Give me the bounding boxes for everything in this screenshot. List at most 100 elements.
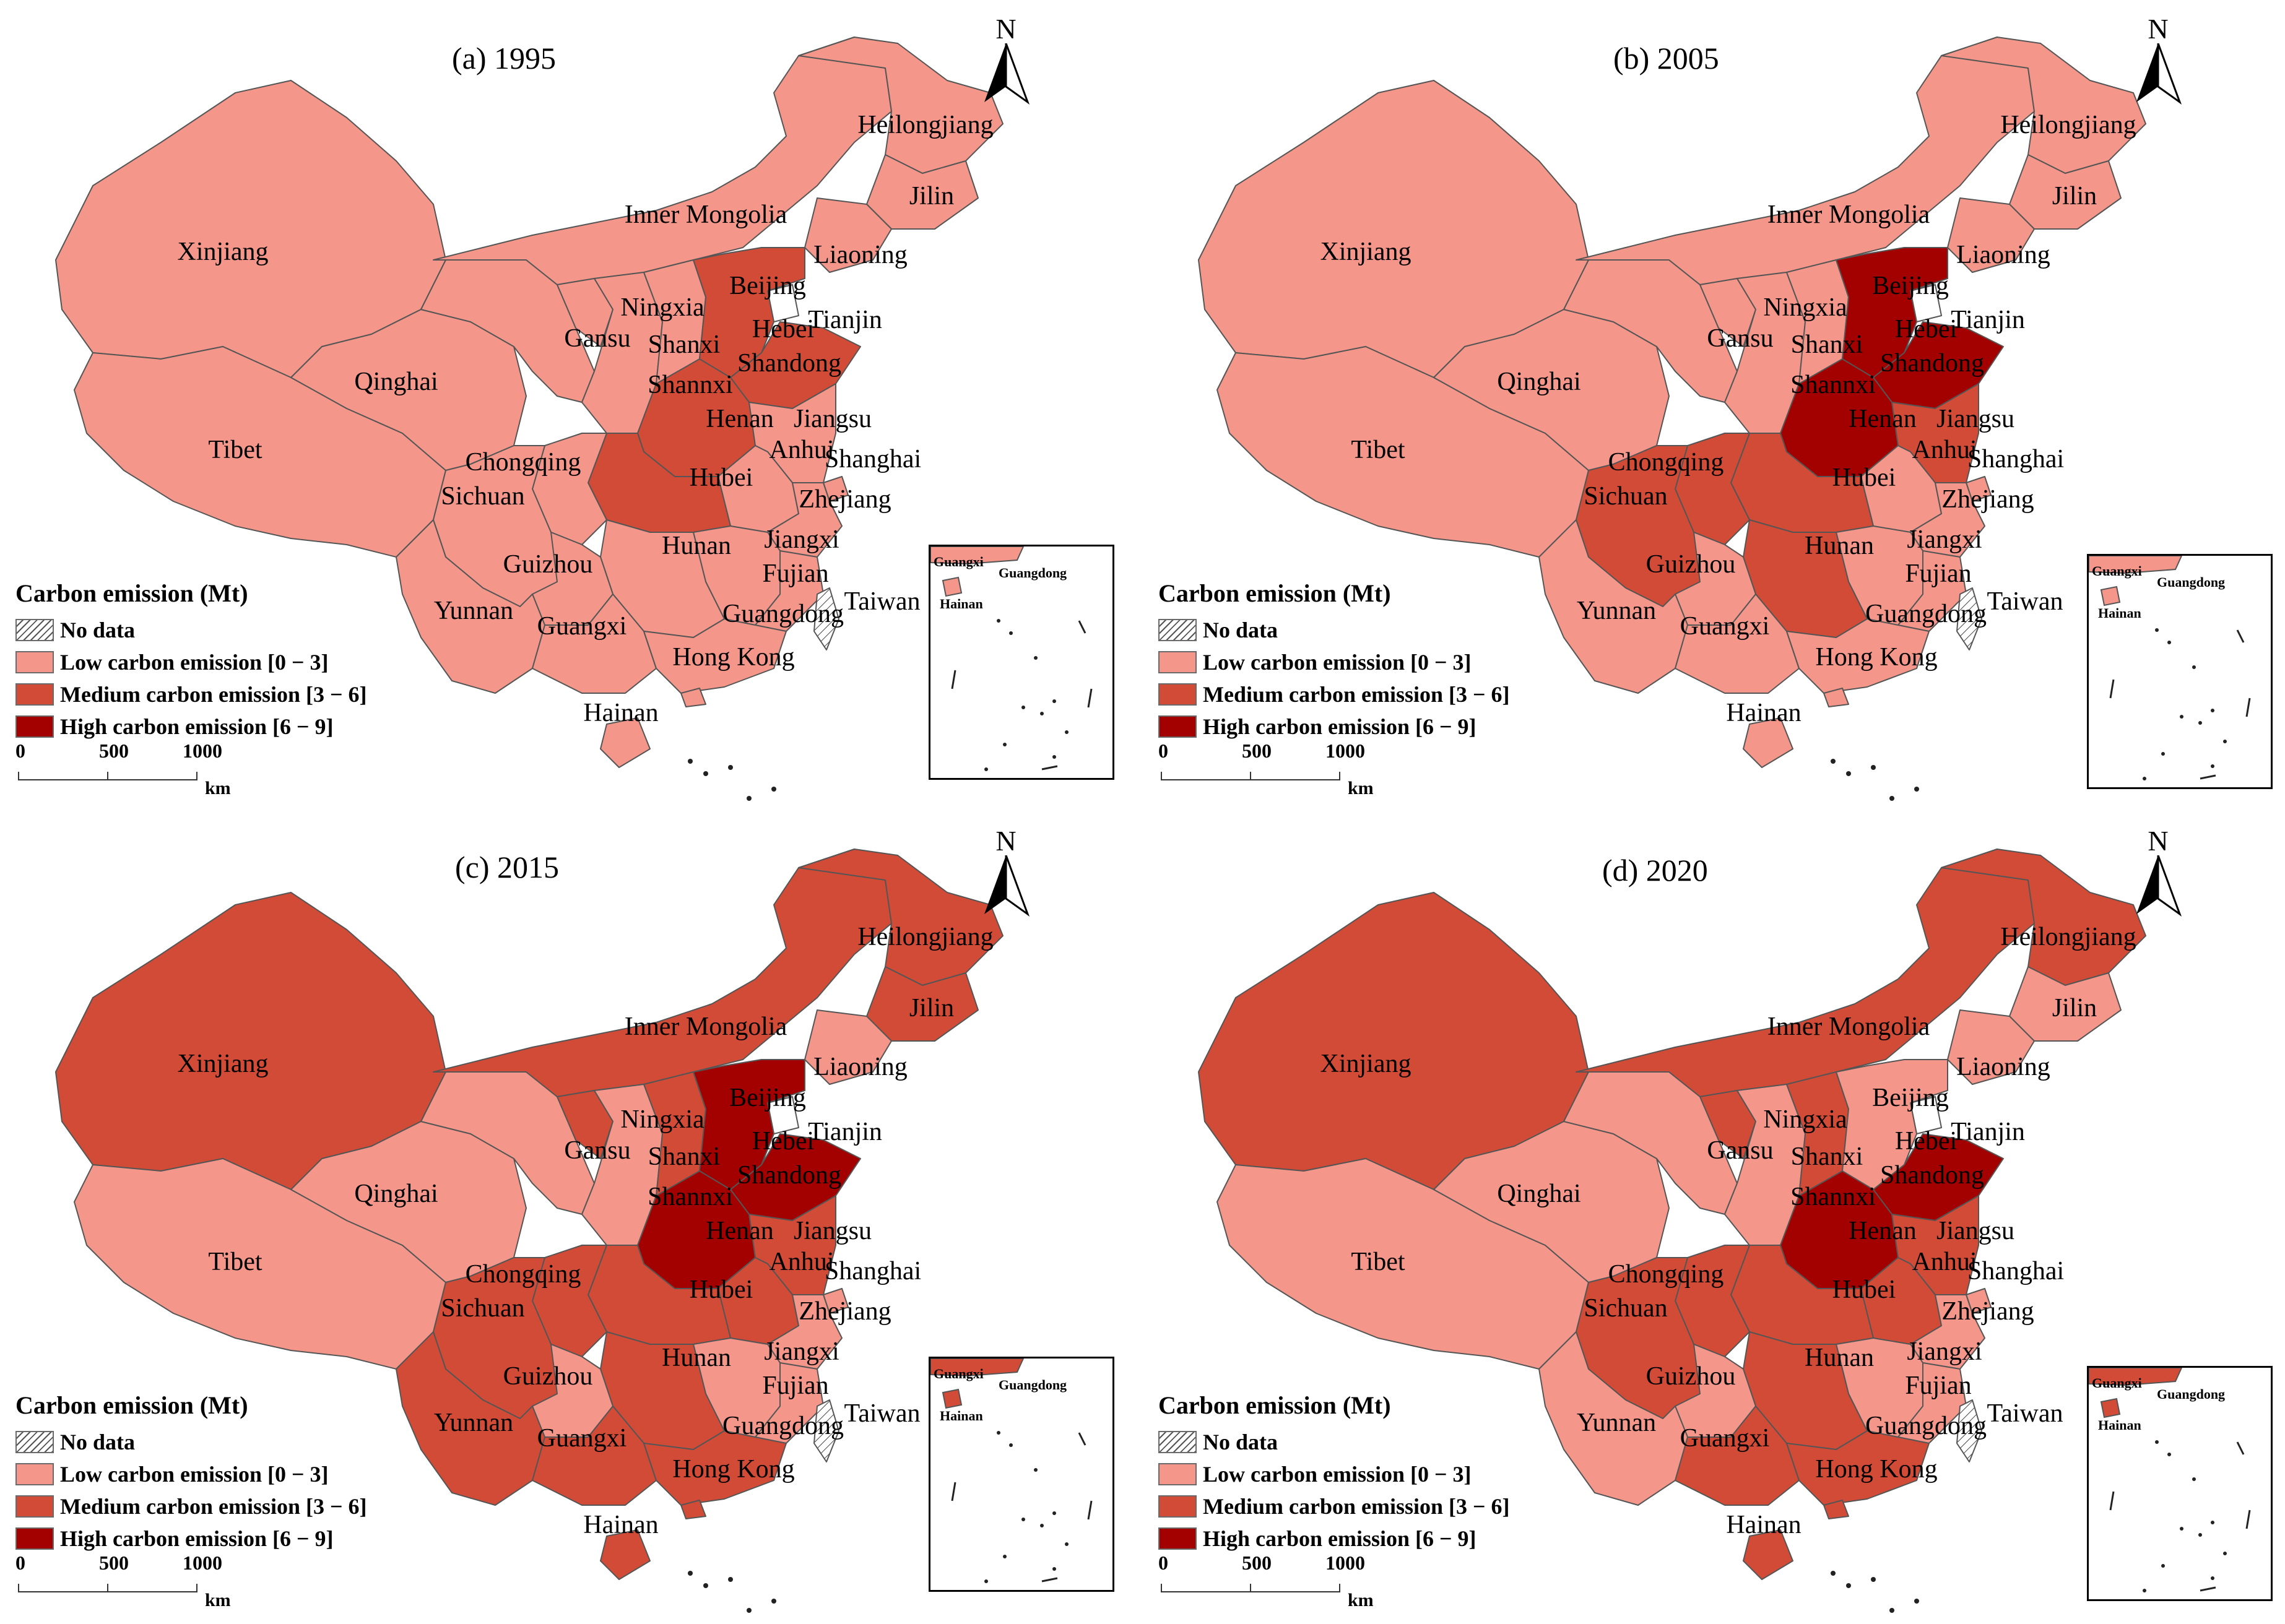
legend-swatch bbox=[1158, 619, 1197, 641]
label-qinghai: Qinghai bbox=[1497, 1180, 1580, 1208]
label-shannxi: Shannxi bbox=[1790, 1183, 1876, 1211]
inset-island bbox=[2192, 1477, 2196, 1481]
label-anhui: Anhui bbox=[1912, 1248, 1977, 1276]
inset-coast bbox=[2089, 556, 2183, 574]
label-shandong: Shandong bbox=[737, 349, 841, 378]
label-sichuan: Sichuan bbox=[441, 1294, 524, 1323]
province-hong-kong bbox=[1823, 688, 1849, 707]
label-zhejiang: Zhejiang bbox=[1941, 1297, 2034, 1326]
label-hunan: Hunan bbox=[1805, 1344, 1874, 1372]
label-inner-mongolia: Inner Mongolia bbox=[1767, 1013, 1930, 1041]
province-guangdong bbox=[643, 618, 787, 694]
inset-island bbox=[2211, 709, 2214, 712]
label-hainan: Hainan bbox=[583, 1511, 658, 1539]
map-panel-1: Heilongjiang Jilin Inner Mongolia Liaoning X… bbox=[0, 0, 1142, 812]
inset-boundary-dash bbox=[951, 1482, 956, 1501]
scale-tick-label: 500 bbox=[99, 1552, 129, 1574]
inset-label-guangdong: Guangdong bbox=[999, 1377, 1067, 1393]
legend-label: No data bbox=[60, 618, 136, 642]
scale-tick-label: 500 bbox=[1242, 740, 1272, 762]
label-hubei: Hubei bbox=[690, 1276, 753, 1304]
label-inner-mongolia: Inner Mongolia bbox=[625, 201, 787, 229]
inset-island bbox=[1065, 730, 1069, 734]
inset-island bbox=[1034, 1468, 1038, 1472]
label-yunnan: Yunnan bbox=[434, 597, 513, 625]
legend-item-low: Low carbon emission [0 − 3] bbox=[15, 646, 367, 678]
label-fujian: Fujian bbox=[1905, 559, 1971, 588]
label-henan: Henan bbox=[706, 405, 774, 433]
label-hebei: Hebei bbox=[752, 1127, 814, 1155]
label-jilin: Jilin bbox=[2052, 994, 2097, 1022]
legend-swatch bbox=[15, 651, 54, 673]
label-henan: Henan bbox=[1849, 1217, 1917, 1245]
label-yunnan: Yunnan bbox=[1577, 597, 1656, 625]
label-qinghai: Qinghai bbox=[354, 368, 438, 396]
label-fujian: Fujian bbox=[762, 559, 828, 588]
province-qinghai bbox=[290, 1121, 527, 1283]
scale-bar: 0 500 1000 km bbox=[1158, 740, 1374, 798]
label-sichuan: Sichuan bbox=[1584, 482, 1667, 511]
label-taiwan: Taiwan bbox=[1987, 1399, 2063, 1428]
label-shannxi: Shannxi bbox=[648, 1183, 733, 1211]
label-beijing: Beijing bbox=[1872, 1084, 1949, 1112]
inset-island bbox=[2211, 764, 2214, 768]
legend-swatch bbox=[1158, 1527, 1197, 1550]
label-zhejiang: Zhejiang bbox=[799, 1297, 891, 1326]
island-dot bbox=[1871, 765, 1876, 770]
label-guangxi: Guangxi bbox=[1680, 1424, 1770, 1453]
inset-island bbox=[1021, 1518, 1025, 1521]
label-xinjiang: Xinjiang bbox=[178, 238, 269, 266]
label-shannxi: Shannxi bbox=[648, 371, 733, 399]
label-taiwan: Taiwan bbox=[1987, 587, 2063, 616]
panel-title: (d) 2020 bbox=[1602, 853, 1708, 888]
north-letter: N bbox=[995, 825, 1017, 857]
island-dot bbox=[688, 759, 693, 764]
scale-tick-label: 0 bbox=[1158, 740, 1168, 762]
inset-boundary-dash bbox=[1041, 1577, 1058, 1583]
scale-tick-label: 500 bbox=[99, 740, 129, 762]
scale-unit: km bbox=[205, 778, 231, 798]
label-beijing: Beijing bbox=[729, 1084, 806, 1112]
label-guangxi: Guangxi bbox=[537, 1424, 627, 1453]
label-shanghai: Shanghai bbox=[1967, 1257, 2064, 1285]
island-dot bbox=[1871, 1577, 1876, 1582]
island-dot bbox=[1831, 1571, 1836, 1576]
label-guangxi: Guangxi bbox=[537, 612, 627, 641]
inset-map bbox=[2089, 1368, 2251, 1592]
label-hainan: Hainan bbox=[1726, 699, 1801, 727]
label-tibet: Tibet bbox=[1351, 436, 1405, 464]
legend-swatch bbox=[15, 683, 54, 706]
inset-island bbox=[2161, 1564, 2165, 1568]
label-liaoning: Liaoning bbox=[813, 1053, 908, 1081]
inset-coast bbox=[930, 546, 1025, 565]
label-hunan: Hunan bbox=[1805, 532, 1874, 560]
inset-island bbox=[2223, 1552, 2227, 1555]
inset-boundary-dash bbox=[2109, 1491, 2115, 1511]
legend-swatch bbox=[15, 1431, 54, 1453]
label-hong-kong: Hong Kong bbox=[1815, 1455, 1937, 1484]
label-inner-mongolia: Inner Mongolia bbox=[625, 1013, 787, 1041]
province-heilongjiang bbox=[1941, 37, 2146, 174]
inset-island bbox=[1003, 1555, 1007, 1558]
inset-map bbox=[930, 546, 1093, 771]
inset-hainan-shape bbox=[2100, 585, 2121, 607]
legend-label: High carbon emission [6 − 9] bbox=[60, 714, 334, 739]
legend-item-high: High carbon emission [6 − 9] bbox=[15, 710, 367, 743]
label-chongqing: Chongqing bbox=[1608, 448, 1724, 477]
inset-boundary-dash bbox=[2200, 774, 2216, 780]
label-shanxi: Shanxi bbox=[648, 330, 721, 359]
inset-island bbox=[1065, 1542, 1069, 1546]
north-letter: N bbox=[2148, 13, 2169, 45]
inset-island bbox=[1052, 699, 1056, 703]
scale-tick-label: 0 bbox=[15, 740, 25, 762]
label-zhejiang: Zhejiang bbox=[799, 485, 891, 514]
label-hong-kong: Hong Kong bbox=[672, 643, 794, 672]
legend-label: High carbon emission [6 − 9] bbox=[1203, 1526, 1476, 1551]
province-guangdong bbox=[643, 1430, 787, 1506]
legend-swatch bbox=[1158, 1495, 1197, 1518]
legend-item-nodata: No data bbox=[15, 1426, 367, 1458]
label-shandong: Shandong bbox=[1880, 1161, 1984, 1190]
inset-boundary-dash bbox=[1041, 765, 1058, 771]
scale-bar: 0 500 1000 km bbox=[15, 740, 231, 798]
label-zhejiang: Zhejiang bbox=[1941, 485, 2034, 514]
